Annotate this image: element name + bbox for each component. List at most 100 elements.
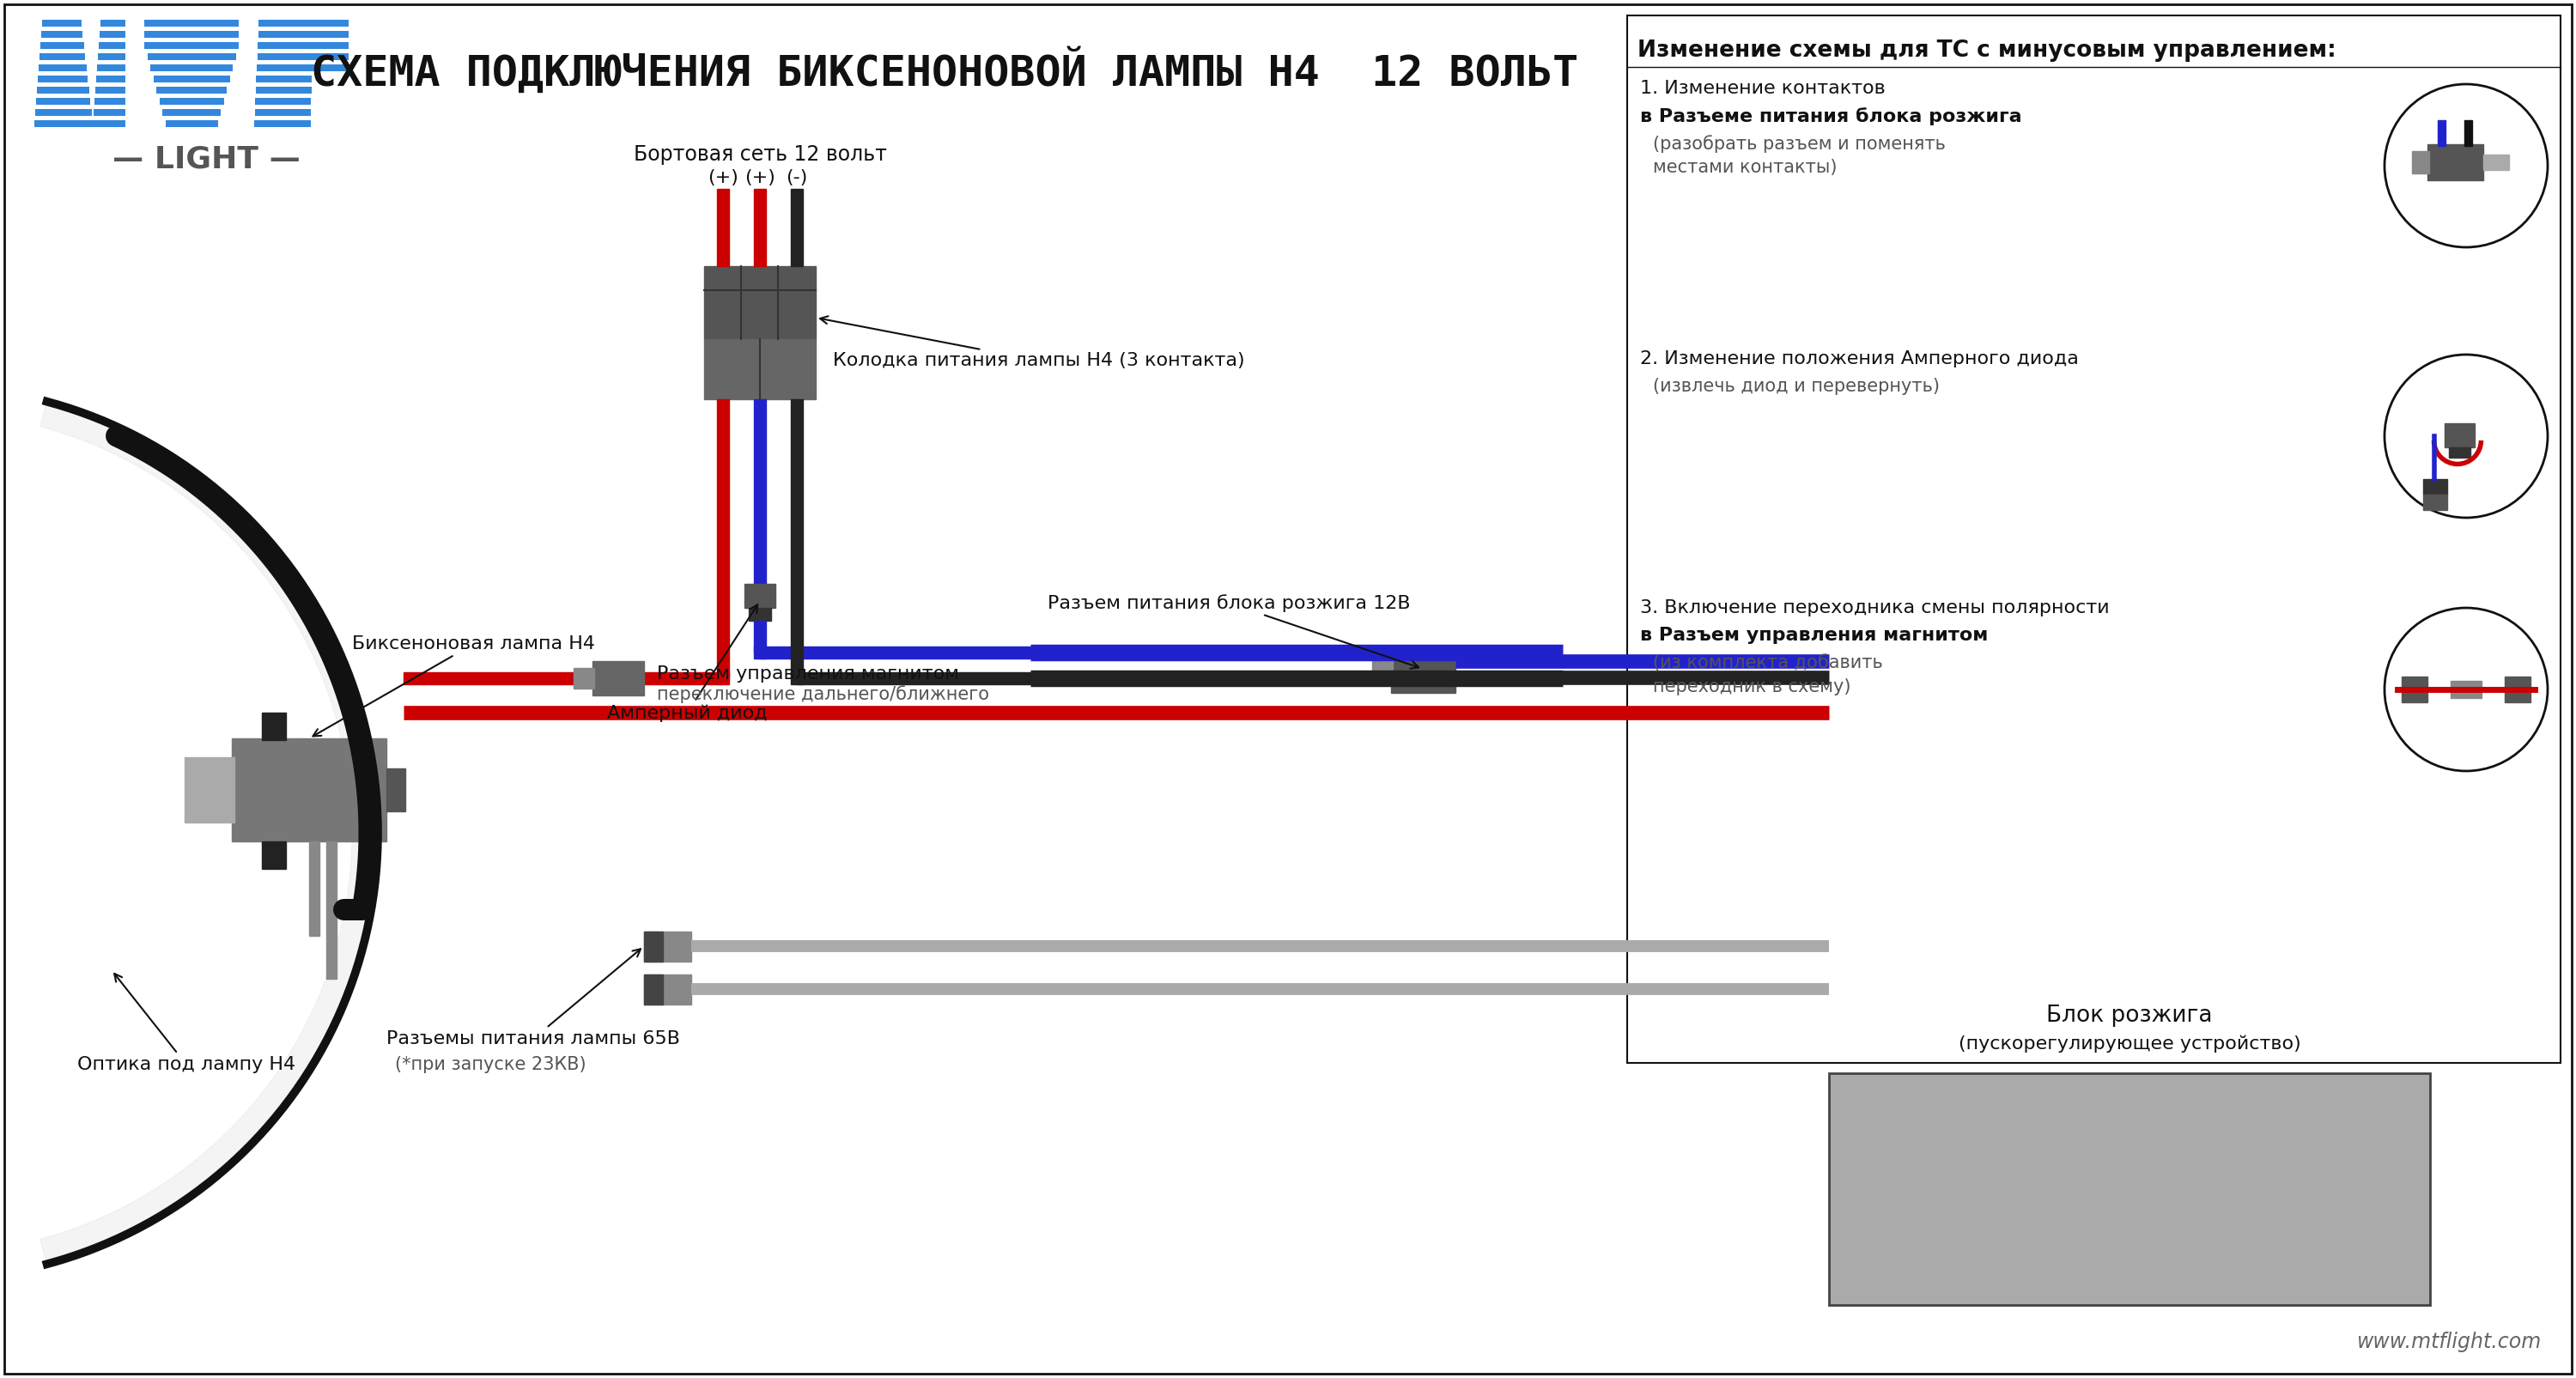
Text: www.mtflight.com: www.mtflight.com: [2357, 1331, 2543, 1352]
Bar: [98, 65, 126, 72]
Bar: [39, 54, 67, 61]
Bar: [67, 109, 93, 116]
Text: Разъем питания блока розжига 12В: Разъем питания блока розжига 12В: [1048, 594, 1419, 668]
Bar: [41, 43, 67, 50]
Text: в Разъеме питания блока розжига: в Разъеме питания блока розжига: [1641, 107, 2022, 125]
Text: (*при запуске 23КВ): (*при запуске 23КВ): [394, 1056, 587, 1073]
Bar: [100, 30, 126, 37]
Bar: [67, 43, 85, 50]
Bar: [263, 842, 286, 870]
Bar: [255, 109, 312, 116]
Bar: [386, 769, 404, 812]
Bar: [36, 109, 67, 116]
Bar: [67, 120, 93, 127]
Bar: [744, 584, 775, 608]
Text: переходник в схему): переходник в схему): [1654, 678, 1850, 696]
Text: переключение дальнего/ближнего: переключение дальнего/ближнего: [657, 685, 989, 703]
Text: Оптика под лампу H4: Оптика под лампу H4: [77, 974, 296, 1073]
Bar: [255, 98, 312, 105]
Bar: [644, 974, 690, 1005]
Bar: [232, 739, 386, 842]
Text: 1. Изменение контактов: 1. Изменение контактов: [1641, 80, 1886, 96]
Bar: [255, 120, 312, 127]
Bar: [39, 65, 67, 72]
Bar: [791, 400, 804, 678]
Bar: [144, 19, 240, 26]
Bar: [2401, 677, 2427, 703]
Bar: [67, 98, 90, 105]
Bar: [41, 19, 67, 26]
Bar: [41, 30, 67, 37]
Bar: [98, 43, 126, 50]
Bar: [67, 65, 88, 72]
Text: (+): (+): [744, 169, 775, 186]
Ellipse shape: [2385, 608, 2548, 772]
Bar: [327, 842, 337, 978]
Bar: [755, 620, 765, 653]
Bar: [760, 646, 1546, 659]
Bar: [2437, 120, 2445, 146]
Bar: [93, 109, 126, 116]
Bar: [404, 672, 724, 685]
Bar: [149, 65, 232, 72]
Bar: [2483, 154, 2509, 169]
Bar: [258, 19, 348, 26]
Bar: [1829, 1073, 2429, 1305]
Bar: [2450, 448, 2470, 457]
Bar: [1628, 15, 2561, 1062]
Bar: [1373, 655, 1394, 685]
Bar: [258, 43, 348, 50]
Bar: [2424, 495, 2447, 510]
Bar: [93, 120, 126, 127]
Text: Блок розжига: Блок розжига: [2045, 1005, 2213, 1027]
Bar: [39, 76, 67, 83]
Bar: [258, 30, 348, 37]
Bar: [36, 98, 67, 105]
Text: 3. Включение переходника смены полярности: 3. Включение переходника смены полярност…: [1641, 599, 2110, 616]
Polygon shape: [41, 401, 379, 1264]
Text: (+): (+): [708, 169, 739, 186]
Bar: [155, 76, 229, 83]
Bar: [2445, 423, 2476, 448]
Text: Разъем управления магнитом: Разъем управления магнитом: [657, 666, 958, 682]
Bar: [255, 87, 312, 94]
Bar: [144, 30, 240, 37]
Bar: [574, 668, 595, 689]
Bar: [160, 98, 224, 105]
Text: (пускорегулирующее устройство): (пускорегулирующее устройство): [1958, 1035, 2300, 1053]
Text: (-): (-): [786, 169, 809, 186]
Bar: [644, 932, 690, 962]
Bar: [95, 76, 126, 83]
Text: Разъемы питания лампы 65В: Разъемы питания лампы 65В: [386, 949, 680, 1047]
Bar: [67, 76, 88, 83]
Bar: [644, 974, 662, 1005]
Bar: [2450, 681, 2481, 699]
Bar: [100, 19, 126, 26]
Bar: [755, 646, 765, 659]
Text: Изменение схемы для ТС с минусовым управлением:: Изменение схемы для ТС с минусовым управ…: [1638, 40, 2336, 62]
Bar: [750, 608, 770, 620]
Bar: [33, 120, 67, 127]
Bar: [2465, 120, 2473, 146]
Text: СХЕМА ПОДКЛЮЧЕНИЯ БИКСЕНОНОВОЙ ЛАМПЫ H4  12 ВОЛЬТ: СХЕМА ПОДКЛЮЧЕНИЯ БИКСЕНОНОВОЙ ЛАМПЫ H4 …: [312, 47, 1579, 94]
Text: в Разъем управления магнитом: в Разъем управления магнитом: [1641, 627, 1989, 644]
Bar: [1391, 646, 1455, 693]
Bar: [67, 87, 90, 94]
Text: местами контакты): местами контакты): [1654, 158, 1837, 176]
Bar: [2504, 677, 2530, 703]
Bar: [165, 120, 219, 127]
Bar: [36, 87, 67, 94]
Text: Биксеноновая лампа H4: Биксеноновая лампа H4: [312, 635, 595, 736]
Ellipse shape: [2385, 84, 2548, 247]
Bar: [162, 109, 222, 116]
Bar: [95, 87, 126, 94]
Bar: [592, 661, 644, 696]
Text: (извлечь диод и перевернуть): (извлечь диод и перевернуть): [1654, 378, 1940, 395]
Bar: [144, 43, 240, 50]
Text: — LIGHT —: — LIGHT —: [113, 145, 299, 174]
Bar: [703, 339, 817, 400]
Bar: [157, 87, 227, 94]
Bar: [791, 672, 804, 685]
Bar: [147, 54, 237, 61]
Text: Бортовая сеть 12 вольт: Бортовая сеть 12 вольт: [634, 145, 886, 165]
